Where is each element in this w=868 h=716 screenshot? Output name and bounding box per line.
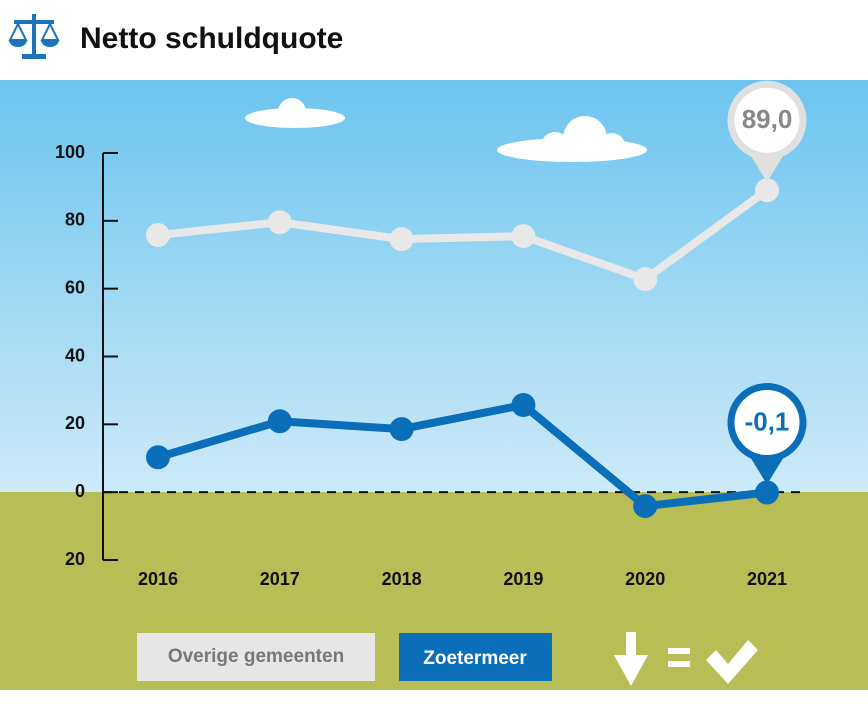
pin-head [727, 80, 807, 160]
point [633, 494, 658, 519]
y-tick-label: 20 [65, 413, 85, 433]
pin-head [727, 383, 807, 463]
point [267, 210, 292, 235]
x-tick-label: 2016 [138, 569, 178, 589]
legend-box [137, 633, 375, 681]
point [755, 178, 779, 203]
cloud [497, 116, 647, 162]
y-tick-label: 80 [65, 210, 85, 230]
cloud [245, 98, 345, 128]
y-tick-label: 20 [65, 549, 85, 569]
legend-label: Overige gemeenten [168, 646, 344, 667]
y-tick-label: 100 [55, 142, 85, 162]
scales-icon [8, 14, 60, 59]
point [511, 224, 536, 249]
series-line [157, 187, 770, 284]
series-line [156, 401, 768, 511]
x-tick-label: 2021 [747, 569, 787, 589]
point [755, 480, 779, 505]
x-tick-label: 2019 [503, 569, 543, 589]
x-tick-label: 2020 [625, 569, 665, 589]
legend-box [399, 633, 552, 681]
y-tick-label: 0 [75, 481, 85, 501]
data-label: -0,1 [745, 406, 790, 436]
point [511, 393, 536, 418]
point [633, 267, 658, 292]
legend-label: Zoetermeer [423, 648, 527, 669]
footer-bg [0, 690, 868, 711]
point [389, 227, 414, 252]
rule-icon [614, 632, 758, 686]
data-label: 89,0 [742, 104, 793, 134]
point [267, 409, 292, 434]
chart-title: Netto schuldquote [80, 22, 343, 55]
y-tick-label: 60 [65, 277, 85, 297]
point [146, 223, 170, 248]
header-bg [0, 0, 868, 80]
x-tick-label: 2017 [260, 569, 300, 589]
point [389, 417, 414, 442]
point [146, 445, 170, 470]
x-tick-label: 2018 [382, 569, 422, 589]
y-tick-label: 40 [65, 345, 85, 365]
